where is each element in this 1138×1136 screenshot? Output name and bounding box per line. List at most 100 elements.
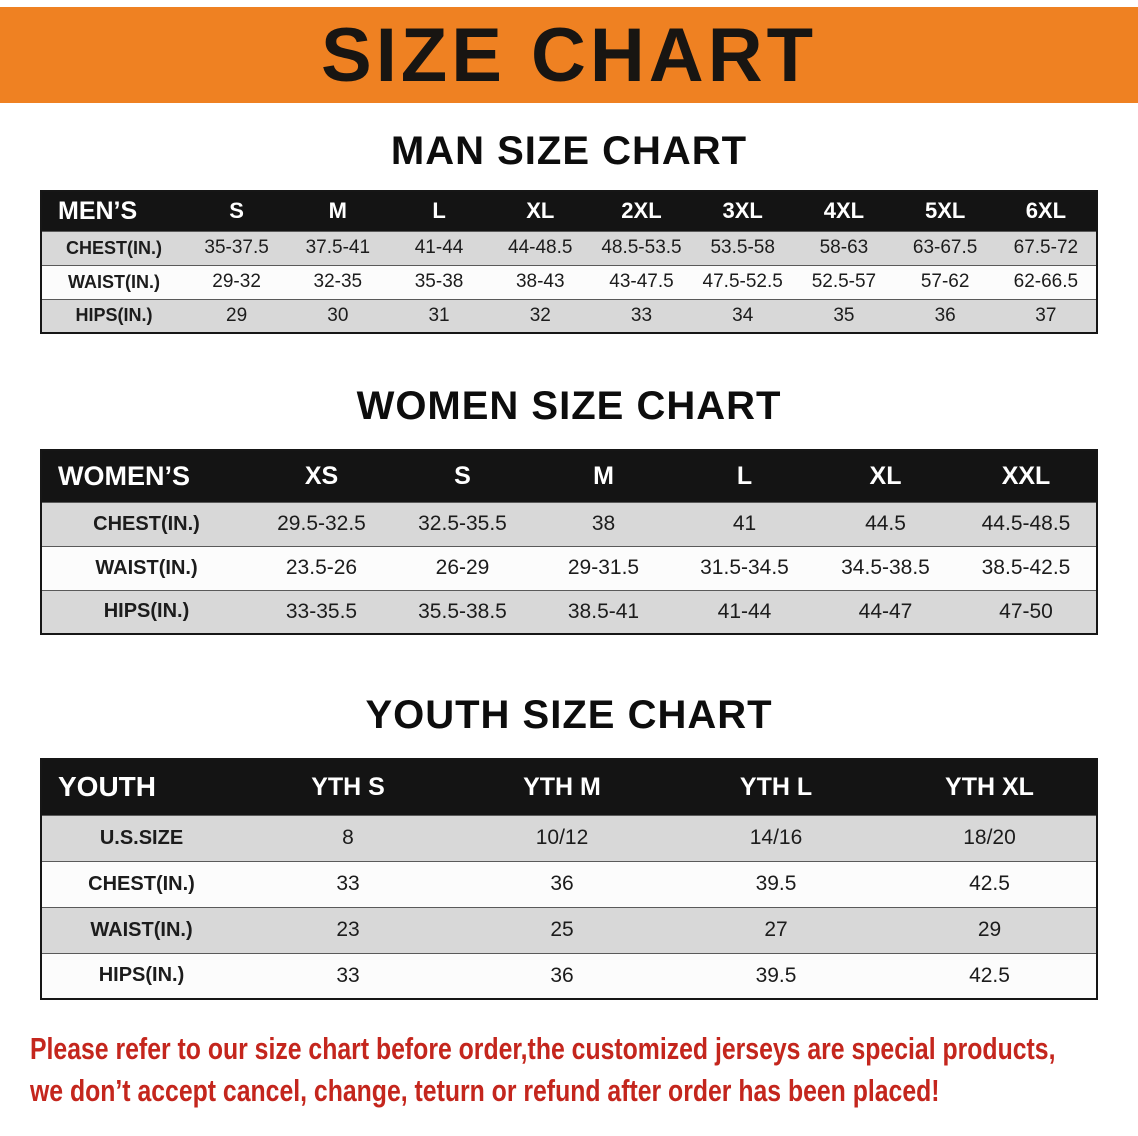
mens-size-header-m: M bbox=[287, 191, 389, 231]
size-value: 48.5-53.5 bbox=[601, 237, 682, 258]
size-value: 29 bbox=[226, 304, 248, 326]
womens-size-header-m: M bbox=[533, 450, 674, 502]
mens-size-header-2xl: 2XL bbox=[590, 191, 693, 231]
mens-row-chest-in: CHEST(IN.) 35-37.5 37.5-41 41-44 44-48.5 48.5… bbox=[41, 231, 1097, 265]
disclaimer-line-2: we don’t accept cancel, change, teturn o… bbox=[30, 1072, 940, 1108]
youth-size-table: YOUTH YTH S YTH M YTH L YTH XL U.S.SIZE 8 10/12… bbox=[40, 758, 1098, 1000]
mens-size-header-xl: XL bbox=[489, 191, 591, 231]
youth-table-title: YOUTH bbox=[41, 759, 241, 815]
mens-header-row: MEN’S S M L XL 2XL 3XL 4XL 5XL 6XL bbox=[41, 191, 1097, 231]
size-value: 8 bbox=[342, 826, 354, 849]
size-value: 30 bbox=[327, 304, 349, 326]
row-label: CHEST(IN.) bbox=[93, 512, 200, 535]
mens-size-header-6xl: 6XL bbox=[995, 191, 1097, 231]
size-value: 38.5-42.5 bbox=[981, 556, 1071, 579]
womens-table-title: WOMEN’S bbox=[41, 450, 251, 502]
youth-header-row: YOUTH YTH S YTH M YTH L YTH XL bbox=[41, 759, 1097, 815]
row-label: CHEST(IN.) bbox=[66, 237, 162, 258]
youth-size-header-yth-xl: YTH XL bbox=[883, 759, 1097, 815]
mens-size-header-3xl: 3XL bbox=[692, 191, 794, 231]
womens-row-waist-in: WAIST(IN.) 23.5-26 26-29 29-31.5 31.5-34.5 34… bbox=[41, 546, 1097, 590]
row-label: WAIST(IN.) bbox=[95, 556, 198, 579]
size-value: 31 bbox=[428, 304, 450, 326]
size-value: 10/12 bbox=[535, 826, 589, 849]
mens-size-section: MAN SIZE CHART MEN’S S M L XL 2XL 3XL 4XL 5XL 6XL… bbox=[0, 129, 1138, 334]
size-value: 52.5-57 bbox=[811, 271, 877, 292]
row-label: CHEST(IN.) bbox=[88, 872, 195, 895]
youth-size-header-yth-s: YTH S bbox=[241, 759, 455, 815]
youth-row-waist-in: WAIST(IN.) 23 25 27 29 bbox=[41, 907, 1097, 953]
size-value: 33-35.5 bbox=[285, 599, 358, 623]
row-label: HIPS(IN.) bbox=[75, 305, 153, 326]
size-value: 33 bbox=[630, 304, 653, 326]
mens-row-hips-in: HIPS(IN.) 29 30 31 32 33 34 35 36 37 bbox=[41, 299, 1097, 333]
size-value: 44-48.5 bbox=[508, 237, 573, 258]
size-value: 33 bbox=[336, 963, 360, 987]
mens-size-header-s: S bbox=[186, 191, 288, 231]
size-value: 14/16 bbox=[749, 826, 803, 849]
mens-size-header-4xl: 4XL bbox=[793, 191, 895, 231]
size-value: 36 bbox=[550, 963, 574, 987]
size-value: 42.5 bbox=[969, 963, 1010, 987]
row-label: HIPS(IN.) bbox=[103, 600, 190, 623]
size-value: 32-35 bbox=[313, 271, 363, 292]
size-value: 36 bbox=[550, 872, 574, 895]
size-value: 67.5-72 bbox=[1013, 237, 1079, 258]
size-value: 29 bbox=[977, 918, 1002, 941]
size-value: 36 bbox=[934, 304, 956, 326]
size-value: 35 bbox=[833, 304, 855, 326]
size-value: 58-63 bbox=[819, 237, 869, 258]
size-value: 39.5 bbox=[755, 872, 797, 895]
disclaimer-note: Please refer to our size chart before or… bbox=[0, 1028, 1138, 1136]
size-value: 63-67.5 bbox=[912, 237, 978, 258]
page-title: SIZE CHART bbox=[321, 12, 817, 98]
size-value: 33 bbox=[336, 872, 360, 895]
size-value: 53.5-58 bbox=[710, 237, 775, 258]
mens-size-table: MEN’S S M L XL 2XL 3XL 4XL 5XL 6XL CHEST(IN.) 35-37… bbox=[40, 190, 1098, 334]
size-value: 47.5-52.5 bbox=[702, 271, 783, 292]
youth-row-chest-in: CHEST(IN.) 33 36 39.5 42.5 bbox=[41, 861, 1097, 907]
size-value: 38-43 bbox=[515, 271, 565, 292]
size-value: 29-32 bbox=[212, 271, 261, 292]
row-label: U.S.SIZE bbox=[99, 826, 184, 849]
womens-size-section: WOMEN SIZE CHART WOMEN’S XS S M L XL XXL CHEST(… bbox=[0, 384, 1138, 635]
row-label: WAIST(IN.) bbox=[90, 918, 193, 941]
size-value: 35.5-38.5 bbox=[418, 599, 507, 623]
size-value: 27 bbox=[764, 918, 788, 941]
size-value: 38.5-41 bbox=[567, 599, 640, 623]
size-value: 44.5 bbox=[865, 512, 906, 535]
size-value: 41-44 bbox=[414, 237, 464, 258]
womens-size-header-l: L bbox=[674, 450, 815, 502]
size-value: 29-31.5 bbox=[567, 556, 640, 579]
size-value: 62-66.5 bbox=[1013, 271, 1079, 292]
womens-section-heading: WOMEN SIZE CHART bbox=[356, 384, 782, 428]
size-value: 31.5-34.5 bbox=[700, 556, 789, 579]
youth-section-heading: YOUTH SIZE CHART bbox=[365, 693, 773, 737]
womens-row-hips-in: HIPS(IN.) 33-35.5 35.5-38.5 38.5-41 41-44 44-… bbox=[41, 590, 1097, 634]
mens-size-header-5xl: 5XL bbox=[894, 191, 996, 231]
size-value: 18/20 bbox=[963, 826, 1016, 849]
size-value: 26-29 bbox=[435, 556, 490, 579]
youth-size-header-yth-l: YTH L bbox=[669, 759, 883, 815]
womens-size-header-xl: XL bbox=[815, 450, 956, 502]
size-value: 32.5-35.5 bbox=[418, 512, 507, 535]
size-value: 35-38 bbox=[414, 271, 464, 292]
size-value: 47-50 bbox=[999, 599, 1053, 623]
size-value: 41-44 bbox=[717, 599, 772, 623]
size-chart-banner: SIZE CHART bbox=[0, 7, 1138, 103]
disclaimer-line-1: Please refer to our size chart before or… bbox=[30, 1031, 1056, 1066]
size-value: 34.5-38.5 bbox=[841, 556, 930, 579]
row-label: HIPS(IN.) bbox=[98, 964, 185, 987]
womens-size-header-xs: XS bbox=[251, 450, 392, 502]
size-value: 44-47 bbox=[858, 599, 913, 623]
womens-size-header-s: S bbox=[392, 450, 533, 502]
womens-row-chest-in: CHEST(IN.) 29.5-32.5 32.5-35.5 38 41 44.5 44.5… bbox=[41, 502, 1097, 546]
size-value: 34 bbox=[732, 304, 754, 326]
size-value: 57-62 bbox=[920, 271, 970, 292]
mens-row-waist-in: WAIST(IN.) 29-32 32-35 35-38 38-43 43-47.5 47.… bbox=[41, 265, 1097, 299]
mens-table-title: MEN’S bbox=[41, 191, 186, 231]
mens-size-header-l: L bbox=[388, 191, 490, 231]
womens-header-row: WOMEN’S XS S M L XL XXL bbox=[41, 450, 1097, 502]
size-value: 35-37.5 bbox=[204, 237, 269, 258]
